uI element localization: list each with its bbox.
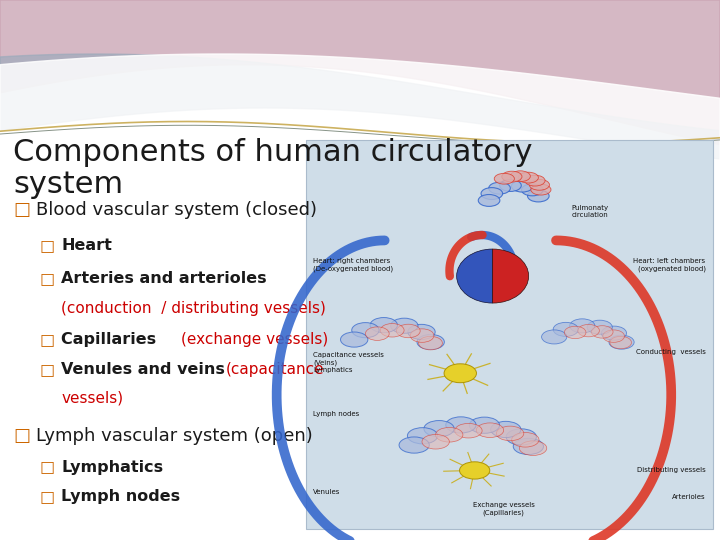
Ellipse shape (370, 318, 397, 333)
Ellipse shape (424, 421, 454, 437)
Ellipse shape (541, 330, 567, 344)
Ellipse shape (525, 175, 545, 186)
Text: Lymphatics: Lymphatics (61, 460, 163, 475)
Ellipse shape (399, 437, 429, 453)
Ellipse shape (490, 421, 521, 437)
Text: Pulmonaty
circulation: Pulmonaty circulation (571, 205, 608, 218)
Text: □: □ (40, 332, 55, 347)
Ellipse shape (510, 171, 531, 181)
Ellipse shape (553, 322, 578, 336)
Ellipse shape (494, 173, 514, 184)
Ellipse shape (380, 323, 404, 337)
Text: □: □ (40, 362, 55, 377)
Text: Exchange vessels
(Capillaries): Exchange vessels (Capillaries) (472, 502, 534, 516)
Ellipse shape (601, 326, 626, 340)
Ellipse shape (528, 190, 549, 202)
Wedge shape (492, 249, 528, 303)
Ellipse shape (408, 428, 438, 444)
Text: (capacitance: (capacitance (225, 362, 324, 377)
Ellipse shape (506, 429, 536, 445)
Ellipse shape (408, 325, 435, 340)
Ellipse shape (531, 184, 551, 195)
Text: Heart: left chambers
(oxygenated blood): Heart: left chambers (oxygenated blood) (634, 259, 706, 272)
Text: Capacitance vessels
(Veins)
Lymphatics: Capacitance vessels (Veins) Lymphatics (313, 352, 384, 373)
Ellipse shape (587, 320, 612, 334)
Ellipse shape (455, 423, 482, 438)
Text: Components of human circulatory: Components of human circulatory (13, 138, 533, 167)
Ellipse shape (410, 329, 434, 342)
Ellipse shape (609, 335, 634, 349)
Ellipse shape (478, 194, 500, 206)
Ellipse shape (391, 318, 418, 333)
Text: Lymph nodes: Lymph nodes (61, 489, 180, 504)
Ellipse shape (564, 326, 586, 339)
Ellipse shape (591, 326, 613, 338)
Text: Lymph nodes: Lymph nodes (313, 411, 359, 417)
Ellipse shape (570, 319, 595, 333)
Ellipse shape (500, 180, 521, 192)
Ellipse shape (496, 426, 523, 441)
Ellipse shape (417, 334, 444, 349)
Ellipse shape (436, 428, 463, 442)
Polygon shape (0, 54, 720, 159)
Ellipse shape (513, 438, 544, 455)
Text: □: □ (13, 427, 30, 445)
Text: (exchange vessels): (exchange vessels) (181, 332, 329, 347)
Text: system: system (13, 170, 123, 199)
Text: Heart: Heart (61, 238, 112, 253)
Ellipse shape (469, 417, 500, 433)
Ellipse shape (481, 187, 503, 199)
Text: vessels): vessels) (61, 390, 123, 406)
Polygon shape (0, 0, 720, 145)
Ellipse shape (603, 330, 624, 342)
FancyBboxPatch shape (306, 140, 713, 529)
Text: Heart: right chambers
(De-oxygenated blood): Heart: right chambers (De-oxygenated blo… (313, 259, 393, 272)
Text: Blood vascular system (closed): Blood vascular system (closed) (36, 201, 317, 219)
Ellipse shape (529, 179, 549, 190)
Text: (conduction  / distributing vessels): (conduction / distributing vessels) (61, 301, 326, 316)
Ellipse shape (502, 171, 522, 182)
Text: Lymph vascular system (open): Lymph vascular system (open) (36, 427, 312, 445)
Ellipse shape (519, 441, 546, 455)
Ellipse shape (610, 336, 631, 349)
Wedge shape (456, 249, 492, 303)
Text: □: □ (40, 489, 55, 504)
Text: Venules and veins: Venules and veins (61, 362, 230, 377)
Ellipse shape (397, 324, 420, 338)
Text: Distributing vessels: Distributing vessels (637, 468, 706, 474)
Text: □: □ (13, 201, 30, 219)
Ellipse shape (477, 423, 504, 437)
Ellipse shape (422, 435, 449, 449)
Ellipse shape (577, 325, 599, 337)
Ellipse shape (418, 336, 442, 350)
Text: Conducting  vessels: Conducting vessels (636, 349, 706, 355)
Ellipse shape (352, 322, 379, 338)
Ellipse shape (341, 332, 368, 347)
Text: Arterioles: Arterioles (672, 495, 706, 501)
Text: Arteries and arterioles: Arteries and arterioles (61, 271, 267, 286)
Ellipse shape (518, 172, 539, 183)
Ellipse shape (366, 327, 390, 340)
Ellipse shape (444, 364, 477, 383)
Text: □: □ (40, 238, 55, 253)
Ellipse shape (459, 462, 490, 479)
Text: Capillaries: Capillaries (61, 332, 162, 347)
Ellipse shape (512, 433, 539, 447)
Text: □: □ (40, 271, 55, 286)
Ellipse shape (446, 417, 476, 433)
Text: □: □ (40, 460, 55, 475)
Ellipse shape (521, 184, 543, 196)
Ellipse shape (511, 180, 533, 192)
Ellipse shape (489, 182, 510, 194)
Text: Venules: Venules (313, 489, 341, 495)
Polygon shape (0, 54, 720, 161)
